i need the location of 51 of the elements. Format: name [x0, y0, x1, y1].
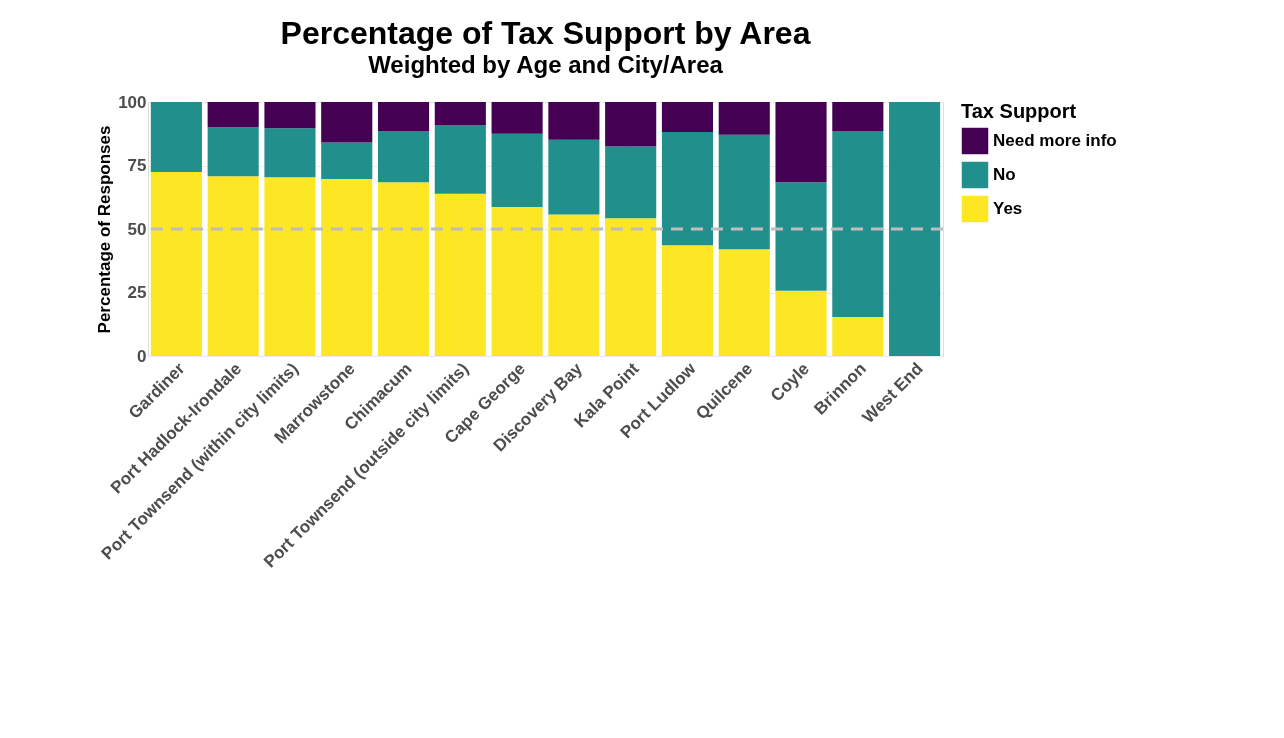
y-tick-label: 25	[127, 283, 147, 302]
chart-subtitle: Weighted by Age and City/Area	[368, 51, 724, 78]
bar	[832, 316, 884, 356]
bar	[264, 177, 316, 356]
bar	[548, 102, 600, 140]
bar	[434, 193, 486, 356]
bar	[150, 172, 202, 356]
bar	[832, 102, 884, 131]
bar	[718, 249, 770, 356]
y-tick-label: 100	[118, 92, 147, 112]
bar	[661, 102, 714, 132]
bar	[207, 127, 259, 177]
legend-label: Yes	[993, 199, 1023, 218]
bar	[434, 125, 486, 194]
y-tick-label: 50	[127, 219, 147, 239]
bar	[321, 102, 373, 143]
bar	[832, 130, 884, 317]
bar	[207, 102, 259, 128]
bar	[661, 131, 714, 246]
bar	[491, 133, 543, 207]
bar	[491, 102, 543, 134]
bar	[775, 102, 827, 183]
legend-title: Tax Support	[961, 100, 1077, 122]
bar	[207, 176, 259, 356]
bar	[605, 218, 657, 356]
chart-title: Percentage of Tax Support by Area	[280, 15, 811, 51]
legend-label: Need more info	[993, 131, 1117, 150]
y-tick-label: 75	[127, 156, 147, 175]
bar	[377, 102, 430, 131]
bar	[377, 130, 430, 183]
bar	[264, 102, 316, 129]
bar	[150, 102, 202, 173]
y-axis-title: Percentage of Responses	[95, 125, 115, 334]
bar	[434, 102, 486, 126]
bar	[775, 182, 827, 291]
bar	[775, 290, 827, 356]
bar	[491, 206, 543, 356]
bar	[718, 134, 770, 250]
bar	[321, 178, 373, 356]
bar	[605, 146, 657, 219]
bar	[605, 102, 657, 147]
bar	[321, 142, 373, 179]
bar	[548, 214, 600, 356]
bar	[264, 128, 316, 178]
bar	[377, 182, 430, 356]
y-tick-label: 0	[137, 346, 147, 366]
legend-label: No	[993, 165, 1016, 184]
bar	[718, 102, 770, 135]
bar	[661, 245, 714, 356]
bar	[548, 139, 600, 215]
bar	[889, 102, 941, 356]
